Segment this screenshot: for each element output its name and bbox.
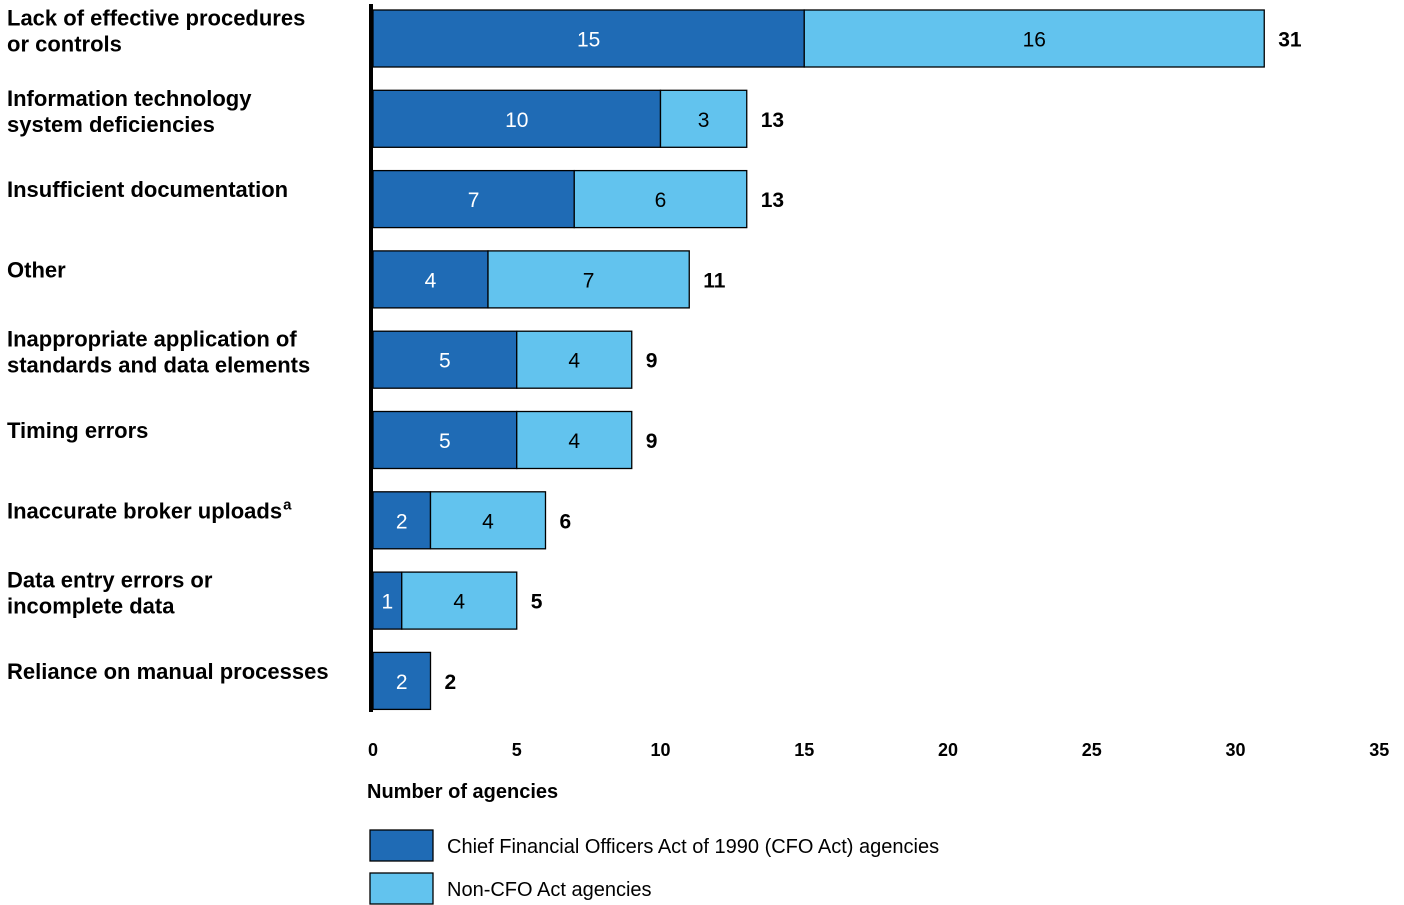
bar-segment-non-cfo	[401, 571, 518, 630]
legend-swatch-non-cfo	[369, 872, 434, 905]
segment-value-label: 4	[568, 430, 580, 453]
x-tick-label: 35	[1369, 740, 1389, 760]
x-tick-label: 15	[794, 740, 814, 760]
category-label: Data entry errors or	[7, 568, 213, 593]
bar-total-label: 11	[703, 269, 726, 292]
bar-total-label: 31	[1278, 29, 1302, 52]
category-label: Information technology	[7, 86, 252, 111]
bar-total-label: 5	[531, 591, 543, 614]
segment-value-label: 15	[577, 29, 600, 52]
segment-value-label: 7	[583, 269, 595, 292]
bar-segment-cfo	[372, 491, 432, 550]
category-label: standards and data elements	[7, 353, 310, 378]
bar-segment-cfo	[372, 89, 662, 148]
segment-value-label: 2	[396, 510, 408, 533]
category-label: Timing errors	[7, 418, 148, 443]
category-label: Insufficient documentation	[7, 177, 288, 202]
segment-value-label: 4	[453, 591, 465, 614]
segment-value-label: 6	[655, 189, 667, 212]
category-label: Reliance on manual processes	[7, 659, 329, 684]
bar-segment-non-cfo	[803, 9, 1265, 68]
segment-value-label: 7	[468, 189, 480, 212]
bar-segment-non-cfo	[516, 410, 633, 470]
bar-total-label: 13	[761, 189, 784, 212]
bar-total-label: 6	[560, 510, 572, 533]
bar-segment-cfo	[372, 250, 489, 309]
x-axis-title: Number of agencies	[367, 781, 558, 803]
bar-segment-non-cfo	[487, 250, 690, 309]
bar-total-label: 9	[646, 350, 658, 373]
footnote-marker: a	[283, 496, 292, 513]
segment-value-label: 5	[439, 430, 451, 453]
bar-total-label: 13	[761, 109, 784, 132]
legend-swatch-cfo	[369, 829, 434, 862]
category-label: Inaccurate broker uploads	[7, 498, 282, 523]
segment-value-label: 16	[1023, 29, 1046, 52]
x-tick-label: 25	[1082, 740, 1102, 760]
segment-value-label: 5	[439, 350, 451, 373]
legend-label-cfo: Chief Financial Officers Act of 1990 (CF…	[447, 836, 939, 858]
x-tick-label: 20	[938, 740, 958, 760]
segment-value-label: 4	[482, 510, 494, 533]
category-label: Lack of effective procedures	[7, 6, 305, 31]
bar-segment-non-cfo	[516, 330, 633, 389]
bar-segment-cfo	[372, 169, 575, 229]
bar-segment-cfo	[372, 9, 805, 68]
segment-value-label: 4	[568, 350, 580, 373]
x-tick-label: 0	[368, 740, 378, 760]
category-label: system deficiencies	[7, 112, 215, 137]
segment-value-label: 3	[698, 109, 710, 132]
segment-value-label: 4	[425, 269, 437, 292]
category-label: or controls	[7, 32, 122, 57]
segment-value-label: 10	[505, 109, 528, 132]
x-tick-label: 10	[650, 740, 670, 760]
bar-segment-non-cfo	[429, 491, 547, 550]
bar-segment-non-cfo	[573, 169, 748, 229]
bar-total-label: 2	[445, 671, 457, 694]
bar-total-label: 9	[646, 430, 658, 453]
category-label: Inappropriate application of	[7, 327, 297, 352]
segment-value-label: 1	[382, 591, 394, 614]
legend-label-non-cfo: Non-CFO Act agencies	[447, 879, 652, 901]
x-tick-label: 5	[512, 740, 522, 760]
category-label: Other	[7, 257, 66, 282]
x-tick-label: 30	[1225, 740, 1245, 760]
bar-segment-non-cfo	[659, 89, 748, 148]
segment-value-label: 2	[396, 671, 408, 694]
category-label: incomplete data	[7, 594, 175, 619]
